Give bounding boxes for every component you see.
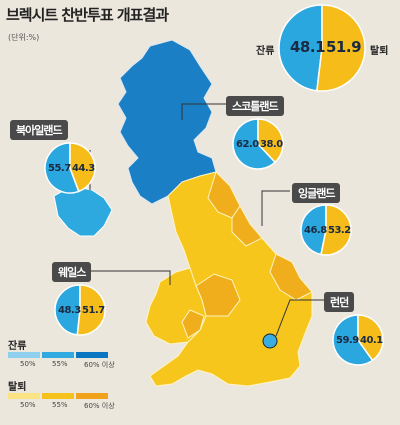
scotland-pie: [232, 118, 284, 170]
unit-label: (단위:%): [8, 33, 40, 42]
england-label: 잉글랜드: [292, 183, 341, 203]
scotland-remain-value: 62.0: [236, 139, 259, 150]
legend-leave-tick-1: 50%: [20, 401, 36, 409]
legend-swatch-2: [42, 393, 74, 399]
england-dark-region-east: [269, 253, 313, 301]
remain-slice: [332, 314, 374, 366]
total-leave-value: 51.9: [326, 38, 362, 56]
legend-swatch-3: [76, 352, 108, 358]
legend-swatch-1: [8, 352, 40, 358]
total-remain-value: 48.1: [290, 38, 326, 56]
legend-swatch-3: [76, 393, 108, 399]
leave-slice: [320, 204, 352, 256]
london-remain-value: 59.9: [336, 335, 359, 346]
total-remain-label: 잔류: [256, 46, 275, 57]
wales-remain-value: 48.3: [58, 305, 81, 316]
northern-ireland-remain-value: 55.7: [48, 163, 71, 174]
remain-slice: [232, 118, 277, 170]
leave-slice: [357, 314, 384, 362]
leave-slice: [316, 4, 366, 92]
leader-line-scotland: [181, 103, 226, 120]
legend-leave-bar: [8, 393, 118, 399]
wales-label: 웨일스: [52, 262, 92, 282]
total-leave-label: 탈퇴: [370, 46, 389, 57]
england-remain-value: 46.8: [304, 225, 327, 236]
wales-leave-value: 51.7: [82, 305, 105, 316]
leader-line-wales: [90, 270, 171, 285]
london-leave-value: 40.1: [360, 335, 383, 346]
england-pie: [300, 204, 352, 256]
legend-leave-title: 탈퇴: [8, 382, 27, 393]
leave-slice: [76, 284, 106, 336]
remain-slice: [278, 4, 323, 92]
wales-dark-region: [181, 309, 205, 339]
legend-swatch-2: [42, 352, 74, 358]
remain-slice: [54, 284, 81, 336]
legend-remain-bar: [8, 352, 118, 358]
legend-remain-tick-3: 60% 이상: [84, 361, 115, 369]
leave-slice: [257, 118, 284, 164]
wales-pie: [54, 284, 106, 336]
remain-slice: [300, 204, 327, 256]
leave-slice: [69, 142, 96, 193]
england-leave-value: 53.2: [328, 225, 351, 236]
northern-ireland-pie: [44, 142, 96, 194]
leader-line-london: [275, 299, 324, 337]
legend-remain-title: 잔류: [8, 341, 27, 352]
england-dark-region-yorkshire: [231, 205, 263, 247]
total-pie: [278, 4, 366, 92]
northern-ireland-leave-value: 44.3: [72, 163, 95, 174]
page-title: 브렉시트 찬반투표 개표결과: [6, 6, 169, 24]
legend-swatch-1: [8, 393, 40, 399]
legend-leave-tick-2: 55%: [52, 401, 68, 409]
leader-line-england: [261, 190, 290, 226]
scotland-leave-value: 38.0: [260, 139, 283, 150]
scotland-label: 스코틀랜드: [226, 96, 284, 116]
legend-remain-tick-1: 50%: [20, 360, 36, 368]
remain-slice: [44, 142, 80, 194]
london-pie: [332, 314, 384, 366]
legend-remain-tick-2: 55%: [52, 360, 68, 368]
london-label: 런던: [324, 292, 355, 312]
northern-ireland-label: 북아일랜드: [10, 120, 68, 140]
london-shape: [262, 333, 278, 349]
legend-leave-tick-3: 60% 이상: [84, 402, 115, 410]
